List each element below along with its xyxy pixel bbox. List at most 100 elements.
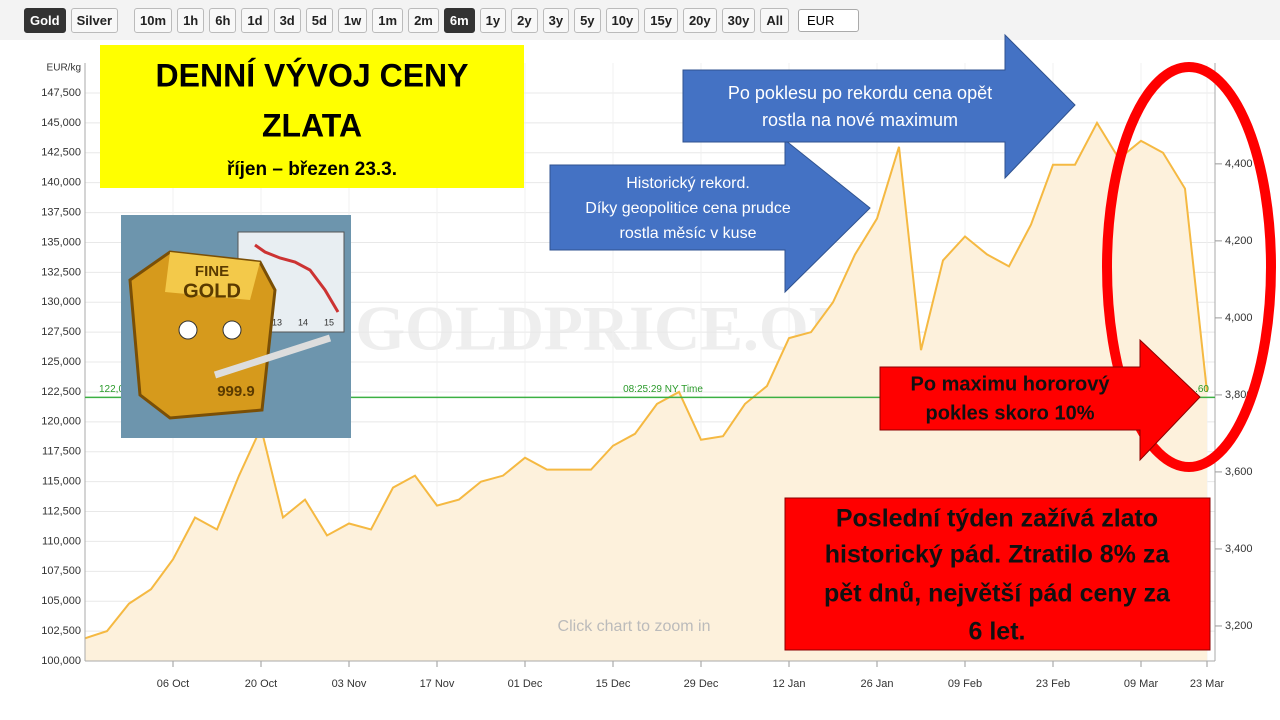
x-tick-label: 20 Oct [245, 678, 277, 690]
line [84, 120, 1208, 640]
button[interactable]: 6m [443, 7, 475, 33]
mini-label: 13 [272, 317, 282, 327]
illustration: 13 14 15 FINE GOLD 999.9 [121, 215, 351, 438]
button[interactable]: 10m [134, 7, 173, 33]
gold-top [165, 252, 260, 300]
y-tick-label: 107,500 [41, 565, 81, 577]
button[interactable]: 30y [721, 7, 756, 33]
eye [222, 320, 242, 340]
mini-line [254, 243, 340, 313]
y-tick-label: 122,500 [41, 386, 81, 398]
y-tick-label: 140,000 [41, 177, 81, 189]
x-tick-label: 26 Jan [860, 678, 893, 690]
mini-label: 15 [324, 317, 334, 327]
subtitle: říjen – březen 23.3. [227, 159, 397, 180]
annotation: Po poklesu po rekordu cena opět [728, 83, 992, 103]
x-tick-label: 09 Mar [1124, 678, 1159, 690]
button[interactable]: 1w [337, 7, 368, 33]
y-tick-label: 117,500 [42, 446, 81, 458]
x-tick-label: 09 Feb [948, 678, 982, 690]
current-price-time: 08:25:29 NY Time [623, 384, 703, 395]
button[interactable]: 3y [542, 7, 570, 33]
y-tick-label: 125,000 [41, 356, 81, 368]
x-tick-label: 23 Feb [1036, 678, 1070, 690]
eye [178, 320, 198, 340]
y-tick-label: 132,500 [41, 266, 81, 278]
thermometer [213, 334, 332, 379]
button[interactable]: All [760, 7, 789, 33]
title-box [100, 45, 524, 188]
y-tick-label: 120,000 [41, 416, 81, 428]
title: ZLATA [262, 107, 362, 143]
button[interactable]: 10y [605, 7, 640, 33]
y2-tick-label: 3,600 [1225, 466, 1253, 478]
y-tick-label: 130,000 [41, 296, 81, 308]
annotation: pokles skoro 10% [926, 402, 1095, 424]
current-price-label: 122,0 [99, 384, 124, 395]
overlays: DENNÍ VÝVOJ CENY ZLATA říjen – březen 23… [100, 33, 1276, 651]
annotation: pět dnů, největší pád ceny za [824, 580, 1171, 608]
arrow [879, 338, 1201, 462]
arrow [549, 138, 871, 294]
button[interactable]: 2m [408, 7, 439, 33]
button[interactable]: Silver [70, 7, 119, 33]
y-tick-label: 102,500 [41, 625, 81, 637]
highlight-ellipse [1102, 62, 1276, 472]
current-price-label: .60 [1195, 384, 1209, 395]
annotation: historický pád. Ztratilo 8% za [825, 541, 1171, 569]
button[interactable]: 1m [372, 7, 404, 33]
y2-tick-label: 3,200 [1225, 620, 1253, 632]
annotation: Historický rekord. [626, 175, 750, 192]
x-tick-label: 03 Nov [332, 678, 367, 690]
button[interactable]: 2y [511, 7, 538, 33]
y2-tick-label: 4,200 [1225, 235, 1253, 247]
currency-select[interactable]: EUR [797, 8, 860, 32]
y-tick-label: 112,500 [42, 505, 81, 517]
y-tick-label: 142,500 [41, 147, 81, 159]
toolbar: Gold Silver 10m 1h 6h 1d 3d 5d 1w 1m 2m 6m 1y 2y 3y 5y 1… [0, 0, 1280, 40]
button[interactable]: 20y [682, 7, 717, 33]
y-tick-label: 115,000 [42, 476, 81, 488]
x-tick-label: 23 Mar [1190, 678, 1225, 690]
button[interactable]: 5d [305, 7, 333, 33]
bar-label: FINE [195, 263, 229, 280]
y2-tick-label: 3,400 [1225, 543, 1253, 555]
y2-tick-label: 3,800 [1225, 389, 1253, 401]
y-tick-label: 137,500 [41, 206, 81, 218]
button[interactable]: 6h [209, 7, 237, 33]
button[interactable]: 15y [644, 7, 678, 33]
bar-label: GOLD [183, 280, 241, 302]
zoom-hint: Click chart to zoom in [558, 618, 711, 635]
annotation: Poslední týden zažívá zlato [836, 505, 1158, 533]
x-tick-label: 12 Jan [772, 678, 805, 690]
x-tick-label: 15 Dec [596, 678, 631, 690]
annotation: rostla měsíc v kuse [620, 225, 757, 242]
button[interactable]: 3d [273, 7, 301, 33]
note-box [784, 497, 1211, 651]
bar-label: 999.9 [217, 383, 255, 400]
y-tick-label: 145,000 [41, 117, 81, 129]
y-tick-label: 110,000 [42, 535, 81, 547]
button[interactable]: 1y [479, 7, 507, 33]
mini-label: 14 [298, 317, 308, 327]
y-tick-label: 105,000 [41, 595, 81, 607]
annotation: Po maximu hororový [911, 373, 1111, 395]
annotation: Díky geopolitice cena prudce [585, 200, 791, 217]
y-tick-label: 147,500 [41, 87, 81, 99]
y-axis-label: EUR/kg [47, 63, 81, 74]
annotation: 6 let. [969, 618, 1026, 646]
x-tick-label: 17 Nov [420, 678, 455, 690]
y-tick-label: 127,500 [41, 326, 81, 338]
button[interactable]: 5y [574, 7, 601, 33]
y-tick-label: 100,000 [41, 655, 81, 667]
y-tick-label: 135,000 [41, 236, 81, 248]
x-tick-label: 01 Dec [508, 678, 543, 690]
button[interactable]: 1d [241, 7, 269, 33]
button[interactable]: Gold [24, 7, 66, 33]
annotation: rostla na nové maximum [762, 110, 958, 130]
y2-tick-label: 4,400 [1225, 158, 1253, 170]
button[interactable]: 1h [177, 7, 205, 33]
y2-tick-label: 4,000 [1225, 312, 1253, 324]
